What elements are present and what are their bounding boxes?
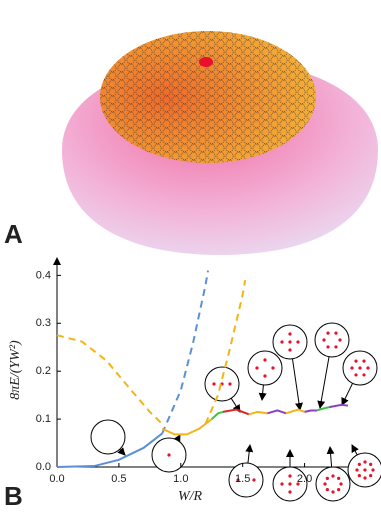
inset-dot	[354, 373, 358, 377]
inset-dot	[363, 460, 367, 464]
inset-dot	[369, 462, 373, 466]
inset-circle	[90, 419, 126, 455]
inset-dot	[334, 345, 338, 349]
y-axis-label: 8πE/(YW²)	[8, 340, 23, 400]
curve	[211, 410, 224, 420]
inset-arrow	[291, 358, 303, 411]
y-tick-label: 0.4	[36, 269, 51, 281]
inset-dot	[228, 382, 232, 386]
curve	[285, 408, 305, 415]
inset-dot	[263, 374, 267, 378]
curve	[248, 410, 268, 416]
inset-dot	[362, 373, 366, 377]
inset-dot	[331, 474, 335, 478]
inset-dot	[334, 331, 338, 335]
panel-label: A	[4, 219, 23, 249]
inset-arrow	[326, 446, 335, 468]
inset-dot	[363, 468, 367, 472]
curve	[267, 409, 287, 415]
dome-render	[62, 31, 378, 255]
inset-dot	[280, 482, 284, 486]
inset-circle	[247, 350, 283, 386]
y-tick-label: 0.1	[36, 413, 51, 425]
inset-circle	[315, 466, 351, 502]
inset-dot	[323, 482, 327, 486]
inset-dot	[288, 474, 292, 478]
y-tick-label: 0.0	[36, 461, 51, 473]
inset-dot	[358, 366, 362, 370]
curve	[204, 279, 247, 425]
curve	[222, 408, 250, 416]
y-tick-label: 0.3	[36, 317, 51, 329]
inset-arrow	[351, 444, 359, 456]
curve	[329, 403, 349, 409]
curve	[161, 418, 213, 436]
inset-dot	[212, 382, 216, 386]
inset-dot	[357, 474, 361, 478]
curve	[56, 432, 163, 468]
inset-dot	[322, 338, 326, 342]
inset-dot	[288, 332, 292, 336]
curve	[304, 409, 317, 413]
inset-circle	[228, 462, 264, 498]
inset-dot	[296, 482, 300, 486]
inset-dot	[288, 490, 292, 494]
inset-dot	[288, 340, 292, 344]
inset-dot	[288, 482, 292, 486]
inset-dot	[271, 366, 275, 370]
curve	[161, 270, 210, 434]
inset-dot	[369, 474, 373, 478]
inset-dot	[366, 366, 370, 370]
x-tick-label: 2.0	[297, 473, 312, 485]
x-tick-label: 0.5	[111, 473, 126, 485]
inset-arrow	[173, 434, 181, 444]
inset-dot	[252, 478, 256, 482]
inset-dot	[350, 366, 354, 370]
inset-dot	[288, 348, 292, 352]
x-tick-label: 1.5	[235, 473, 250, 485]
x-tick-label: 1.0	[173, 473, 188, 485]
inset-dot	[236, 478, 240, 482]
inset-arrow	[341, 383, 354, 406]
inset-dot	[255, 366, 259, 370]
curve	[56, 334, 163, 425]
inset-dot	[331, 490, 335, 494]
inset-dot	[280, 340, 284, 344]
inset-dot	[363, 476, 367, 480]
inset-dot	[326, 345, 330, 349]
inset-dot	[338, 338, 342, 342]
inset-arrow	[317, 356, 330, 409]
inset-dot	[354, 359, 358, 363]
inset-arrow	[245, 444, 254, 464]
x-tick-label: 0.0	[49, 473, 64, 485]
inset-dot	[167, 453, 171, 457]
inset-dot	[337, 476, 341, 480]
inset-dot	[339, 482, 343, 486]
inset-circle	[314, 322, 350, 358]
curve	[316, 406, 330, 412]
insets	[90, 322, 381, 502]
inset-arrow	[117, 447, 126, 456]
inset-dot	[296, 340, 300, 344]
inset-dot	[362, 359, 366, 363]
inset-dot	[337, 488, 341, 492]
inset-dot	[325, 476, 329, 480]
inset-dot	[263, 358, 267, 362]
inset-dot	[371, 468, 375, 472]
y-tick-label: 0.2	[36, 365, 51, 377]
inset-dot	[355, 468, 359, 472]
inset-arrow	[258, 384, 267, 401]
x-axis-label: W/R	[178, 489, 203, 504]
inset-dot	[326, 331, 330, 335]
inset-dot	[357, 462, 361, 466]
panel-label: B	[4, 481, 23, 511]
inset-dot	[325, 488, 329, 492]
